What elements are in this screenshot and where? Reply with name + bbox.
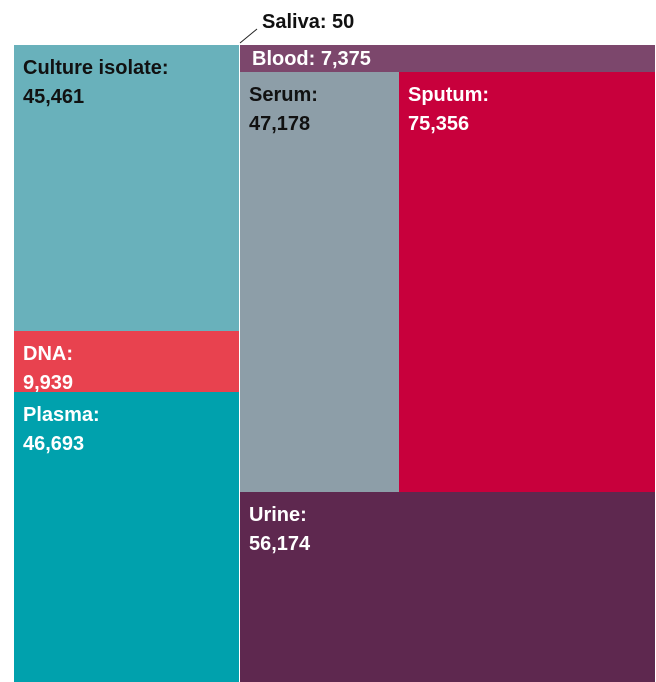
saliva-callout-line [239, 28, 258, 44]
treemap-label-culture-isolate: Culture isolate: [23, 57, 169, 79]
treemap-rect-urine [240, 492, 655, 682]
treemap-cell-dna: DNA: 9,939 [14, 331, 239, 394]
treemap-cell-blood: Blood: 7,375 [240, 45, 655, 72]
treemap-label-saliva: Saliva: 50 [262, 11, 354, 33]
treemap-rect-serum [240, 72, 399, 492]
treemap-cell-sputum: Sputum: 75,356 [399, 72, 655, 492]
treemap-value-sputum: 75,356 [408, 113, 469, 135]
treemap-rect-sputum [399, 72, 655, 492]
treemap-value-plasma: 46,693 [23, 433, 84, 455]
treemap-rect-plasma [14, 392, 239, 682]
saliva-label-name: Saliva: [262, 11, 326, 33]
treemap-cell-serum: Serum: 47,178 [240, 72, 399, 492]
treemap-cell-culture-isolate: Culture isolate: 45,461 [14, 45, 239, 331]
treemap-label-urine: Urine: [249, 504, 307, 526]
treemap-label-name: Blood: [252, 48, 315, 70]
treemap-value-serum: 47,178 [249, 113, 310, 135]
treemap-rect-blood [240, 45, 655, 72]
treemap-label-serum: Serum: [249, 84, 318, 106]
treemap-rect-dna [14, 331, 239, 392]
treemap-value-urine: 56,174 [249, 533, 311, 555]
saliva-label-value: 50 [326, 11, 354, 33]
treemap-label-sputum: Sputum: [408, 84, 489, 106]
treemap-value-dna: 9,939 [23, 372, 73, 394]
treemap-rect-culture-isolate [14, 45, 239, 331]
treemap-cell-plasma: Plasma: 46,693 [14, 392, 239, 682]
treemap-cell-urine: Urine: 56,174 [240, 492, 655, 682]
treemap-value-culture-isolate: 45,461 [23, 86, 84, 108]
treemap-label-plasma: Plasma: [23, 404, 100, 426]
treemap-label-value: 7,375 [315, 48, 371, 70]
treemap-cell-saliva: Saliva: 50 [239, 11, 354, 44]
treemap-label-dna: DNA: [23, 343, 73, 365]
treemap-label-blood: Blood: 7,375 [252, 48, 371, 70]
